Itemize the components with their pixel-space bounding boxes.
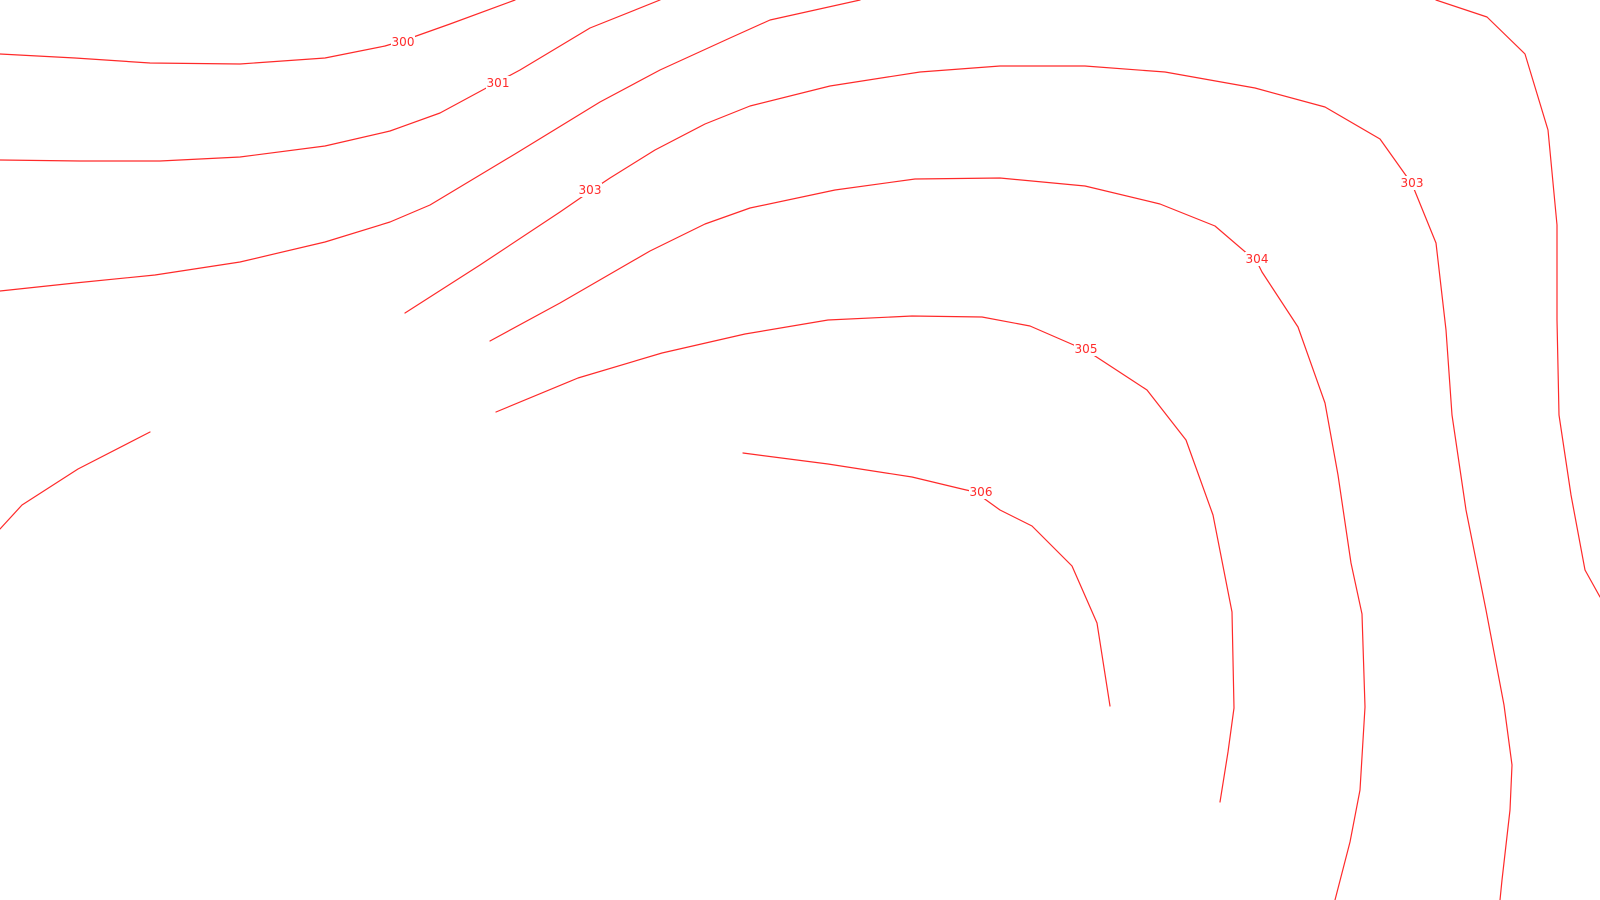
contour-label-306-text: 306: [970, 485, 993, 499]
contour-label-303a: 303: [578, 183, 602, 197]
contour-label-305-text: 305: [1075, 342, 1098, 356]
contour-line-306: [742, 452, 1111, 707]
contour-label-303a-text: 303: [579, 183, 602, 197]
contour-label-304: 304: [1245, 252, 1269, 266]
contour-label-303b-text: 303: [1401, 176, 1424, 190]
contour-label-306: 306: [969, 485, 993, 499]
contour-line-302: [0, 0, 861, 292]
contour-line-302-fragment: [0, 431, 151, 530]
contour-label-301: 301: [486, 76, 510, 90]
contour-label-303b: 303: [1400, 176, 1424, 190]
contour-line-300: [0, 0, 516, 65]
contour-line-303-east: [1435, 0, 1600, 598]
contour-label-300: 300: [391, 35, 415, 49]
contour-line-301: [0, 0, 661, 162]
contour-label-301-text: 301: [487, 76, 510, 90]
contour-label-304-text: 304: [1246, 252, 1269, 266]
contour-line-305: [495, 315, 1235, 803]
contour-labels-layer: 300 301 303 303 304 305: [391, 35, 1424, 499]
contour-line-304: [489, 177, 1366, 900]
contour-label-300-text: 300: [392, 35, 415, 49]
contour-line-303-west: [404, 65, 1513, 900]
contour-label-305: 305: [1074, 342, 1098, 356]
